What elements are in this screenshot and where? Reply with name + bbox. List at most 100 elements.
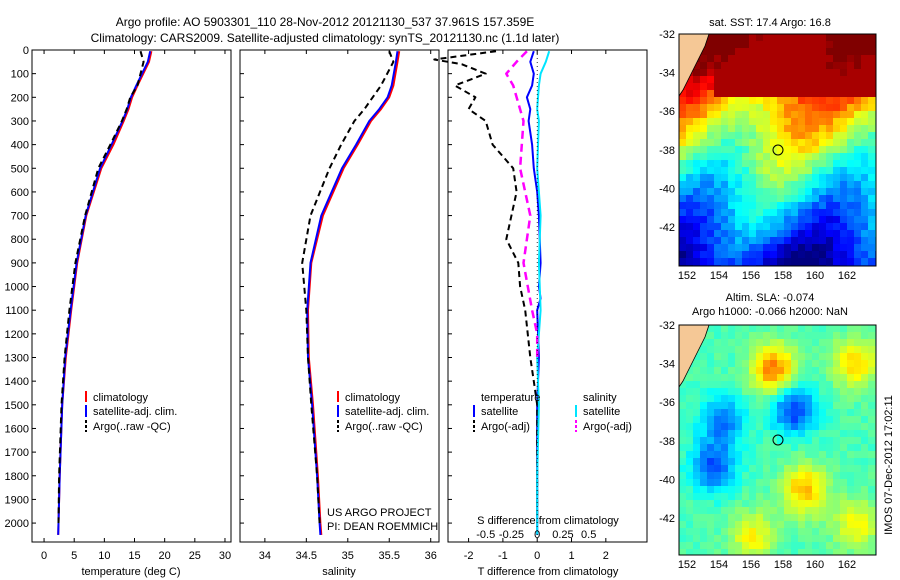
difference-plot-frame xyxy=(447,49,648,543)
map-cell xyxy=(826,48,834,56)
map-cell xyxy=(693,402,701,410)
map-cell xyxy=(756,500,764,508)
map-cell xyxy=(833,325,841,333)
map-cell xyxy=(854,125,862,133)
series-argo-raw-qc- xyxy=(57,50,145,524)
map-cell xyxy=(770,507,778,515)
map-cell xyxy=(854,111,862,119)
map-cell xyxy=(868,430,876,438)
map-cell xyxy=(791,230,799,238)
map-cell xyxy=(812,458,820,466)
series-s-argo-adj- xyxy=(505,50,539,358)
map-cell xyxy=(798,528,806,536)
map-cell xyxy=(735,409,743,417)
map-cell xyxy=(728,174,736,182)
map-cell xyxy=(784,55,792,63)
map-cell xyxy=(693,237,701,245)
map-cell xyxy=(749,423,757,431)
map-cell xyxy=(714,90,722,98)
map-cell xyxy=(721,97,729,105)
map-cell xyxy=(742,139,750,147)
map-cell xyxy=(777,69,785,77)
map-cell xyxy=(728,437,736,445)
map-cell xyxy=(805,542,813,550)
map-cell xyxy=(679,230,687,238)
map-cell xyxy=(679,160,687,168)
map-cell xyxy=(847,244,855,252)
map-cell xyxy=(742,90,750,98)
map-cell xyxy=(861,458,869,466)
map-cell xyxy=(826,332,834,340)
map-cell xyxy=(854,409,862,417)
map-cell xyxy=(770,97,778,105)
map-cell xyxy=(861,528,869,536)
map-cell xyxy=(833,258,841,266)
map-cell xyxy=(784,346,792,354)
map-cell xyxy=(707,244,715,252)
map-cell xyxy=(735,195,743,203)
map-cell xyxy=(742,111,750,119)
map-cell xyxy=(784,500,792,508)
map-cell xyxy=(714,388,722,396)
map-cell xyxy=(749,139,757,147)
map-y-tick-label: -32 xyxy=(659,320,675,332)
map-cell xyxy=(679,409,687,417)
map-cell xyxy=(700,139,708,147)
map-cell xyxy=(728,62,736,70)
map-cell xyxy=(868,160,876,168)
map-cell xyxy=(777,230,785,238)
map-cell xyxy=(819,111,827,119)
map-cell xyxy=(826,507,834,515)
map-cell xyxy=(707,423,715,431)
map-cell xyxy=(721,339,729,347)
map-cell xyxy=(826,139,834,147)
map-cell xyxy=(861,472,869,480)
map-cell xyxy=(861,111,869,119)
map-cell xyxy=(721,195,729,203)
map-cell xyxy=(700,514,708,522)
map-cell xyxy=(742,472,750,480)
map-cell xyxy=(868,132,876,140)
map-cell xyxy=(861,381,869,389)
map-cell xyxy=(798,549,806,556)
map-cell xyxy=(707,209,715,217)
map-cell xyxy=(735,188,743,196)
map-cell xyxy=(847,132,855,140)
map-cell xyxy=(812,451,820,459)
map-cell xyxy=(833,41,841,49)
map-cell xyxy=(770,55,778,63)
map-cell xyxy=(756,479,764,487)
map-cell xyxy=(833,500,841,508)
map-cell xyxy=(812,153,820,161)
map-cell xyxy=(784,146,792,154)
map-cell xyxy=(861,230,869,238)
map-cell xyxy=(735,139,743,147)
map-cell xyxy=(805,395,813,403)
map-cell xyxy=(728,104,736,112)
map-cell xyxy=(791,416,799,424)
map-cell xyxy=(770,535,778,543)
map-cell xyxy=(735,216,743,224)
map-cell xyxy=(854,416,862,424)
map-cell xyxy=(868,251,876,259)
map-cell xyxy=(819,223,827,231)
map-cell xyxy=(840,549,848,556)
sst-map: sat. SST: 17.4 Argo: 16.8 152 154 156 158 16… xyxy=(659,17,877,282)
x-tick-label: 34 xyxy=(259,550,271,562)
map-cell xyxy=(749,76,757,84)
map-cell xyxy=(791,195,799,203)
map-cell xyxy=(868,258,876,266)
map-cell xyxy=(700,83,708,91)
map-cell xyxy=(742,55,750,63)
map-cell xyxy=(728,486,736,494)
map-cell xyxy=(714,223,722,231)
map-cell xyxy=(700,90,708,98)
map-cell xyxy=(721,402,729,410)
map-cell xyxy=(861,83,869,91)
map-cell xyxy=(693,146,701,154)
map-cell xyxy=(791,160,799,168)
map-cell xyxy=(763,493,771,501)
map-cell xyxy=(749,97,757,105)
map-cell xyxy=(847,528,855,536)
map-cell xyxy=(714,118,722,126)
